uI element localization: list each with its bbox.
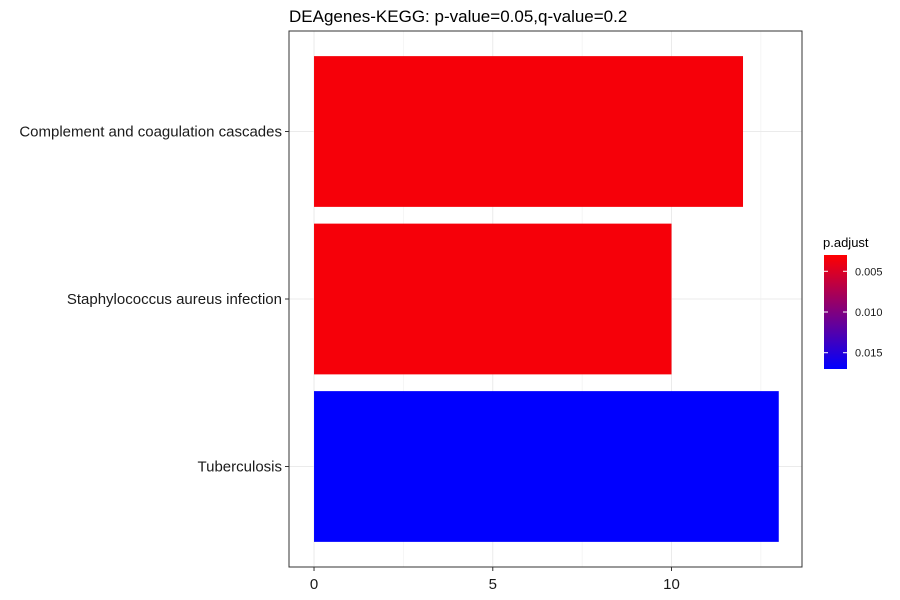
chart-title: DEAgenes-KEGG: p-value=0.05,q-value=0.2 <box>289 7 627 26</box>
color-legend: p.adjust 0.005 0.010 0.015 <box>823 235 883 369</box>
legend-tick-label: 0.010 <box>855 307 883 319</box>
legend-tick-label: 0.005 <box>855 266 883 278</box>
x-tick-label: 5 <box>489 576 497 593</box>
bar-tuberculosis <box>314 391 779 542</box>
legend-colorbar <box>824 255 847 369</box>
y-tick-label: Complement and coagulation cascades <box>19 124 282 141</box>
legend-title: p.adjust <box>823 235 869 250</box>
bar-staphylococcus-aureus-infection <box>314 223 672 375</box>
y-tick-label: Staphylococcus aureus infection <box>67 291 282 308</box>
bar-complement-and-coagulation-cascades <box>314 56 744 207</box>
x-tick-label: 0 <box>310 576 318 593</box>
x-tick-label: 10 <box>663 576 680 593</box>
y-tick-label: Tuberculosis <box>198 459 282 476</box>
legend-tick-label: 0.015 <box>855 348 883 360</box>
